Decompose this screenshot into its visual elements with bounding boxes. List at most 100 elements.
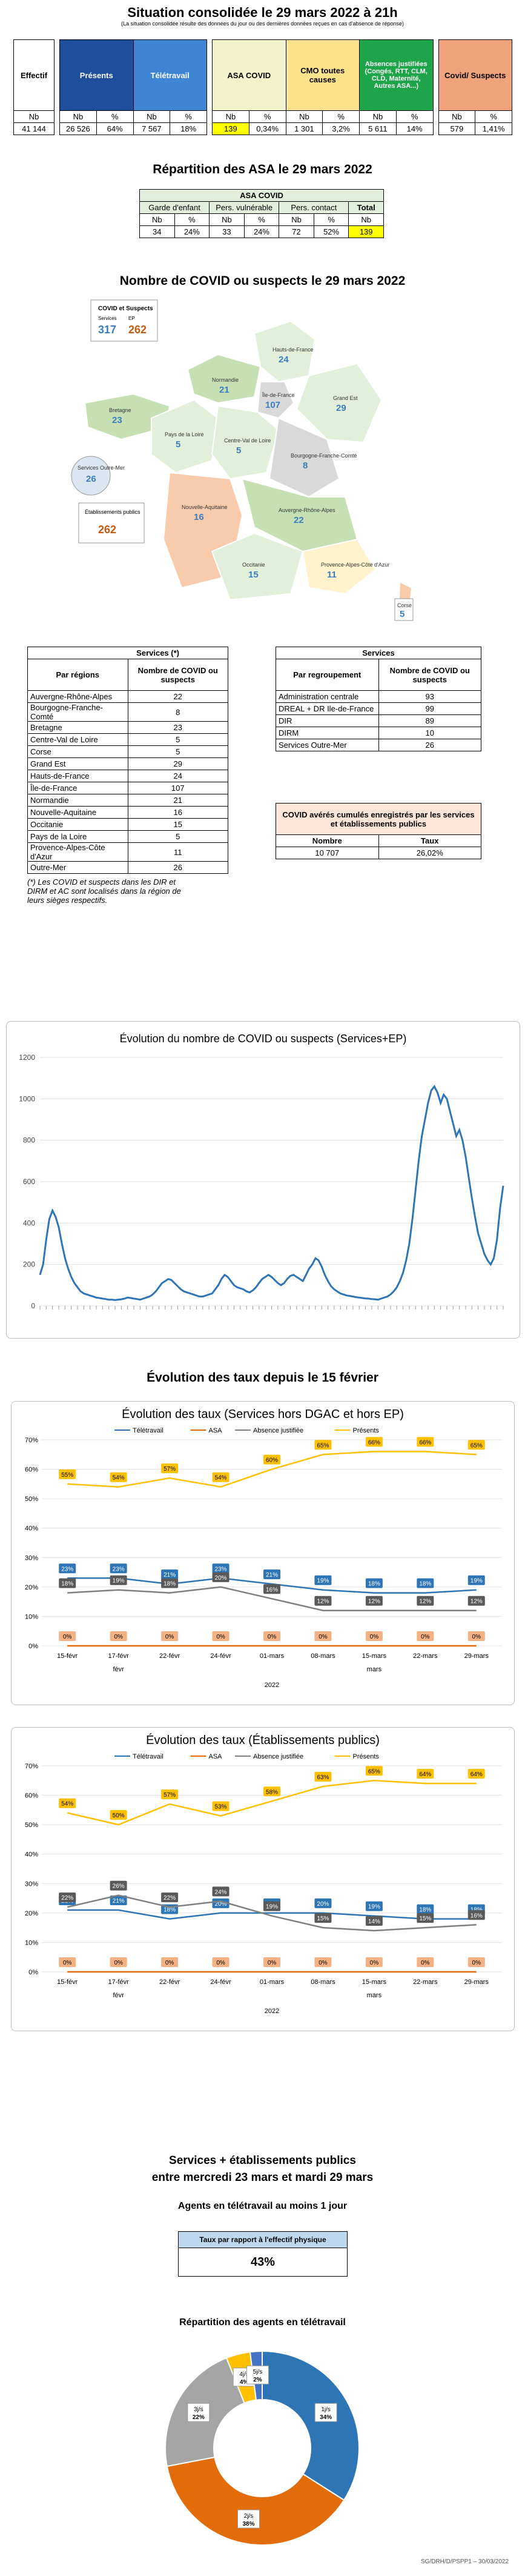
region-name: Hauts-de-France — [27, 770, 128, 782]
region-normandie — [187, 353, 262, 404]
final-title-line2: entre mercredi 23 mars et mardi 29 mars — [151, 2171, 374, 2184]
label-normandie: Normandie — [212, 377, 239, 383]
data-label-bg — [365, 1916, 383, 1926]
france-map: COVID et Suspects Services EP 317 262 Ha… — [61, 297, 460, 636]
asa-sub-1: % — [174, 213, 210, 226]
label-hdf: Hauts-de-France — [272, 347, 314, 353]
table-row: Hauts-de-France 24 — [27, 770, 228, 782]
val-9: 5 611 — [359, 122, 397, 135]
data-label-bg — [263, 1584, 280, 1594]
table-row: DREAL + DR Ile-de-France 99 — [276, 702, 481, 715]
legend-label: ASA — [209, 1753, 223, 1760]
chart2-svg: Télétravail ASA Absence justifiée Présents 0… — [25, 1427, 502, 1689]
data-label-bg — [417, 1578, 434, 1588]
data-label-bg — [161, 1892, 179, 1903]
x-tick-label: 08-mars — [311, 1979, 335, 1986]
main-summary-table: Effectif Présents Télétravail ASA COVID … — [13, 39, 512, 135]
data-label-bg — [314, 1596, 332, 1606]
services-regions-table: Services (*) Par régions Nombre de COVID… — [27, 647, 228, 905]
cumul-v2: 26,02% — [378, 847, 481, 859]
series-line — [39, 1084, 504, 1301]
services-groups-col1: Par regroupement — [276, 659, 379, 691]
pie-label-value: 2% — [253, 2377, 262, 2383]
data-label: 12% — [471, 1599, 483, 1605]
data-label-bg — [314, 1631, 332, 1641]
page-subtitle: (La situation consolidée résulte des don… — [121, 21, 404, 27]
map-legend-ep-value: 262 — [128, 324, 147, 336]
year-label: 2022 — [265, 1682, 279, 1689]
data-label: 22% — [61, 1895, 73, 1902]
data-label: 58% — [266, 1789, 278, 1796]
data-label-bg — [59, 1578, 76, 1588]
y-tick-label: 70% — [25, 1763, 38, 1770]
value-normandie: 21 — [219, 385, 229, 395]
data-label-bg — [110, 1575, 127, 1585]
value-naq: 16 — [194, 512, 204, 522]
data-label-bg — [59, 1892, 76, 1903]
legend-label: ASA — [209, 1427, 223, 1434]
asa-sub-3: % — [243, 213, 280, 226]
table-row: Centre-Val de Loire 5 — [27, 733, 228, 746]
chart1-svg: 0 200 400 600 800 1000 1200 — [19, 1053, 504, 1310]
data-label: 19% — [368, 1904, 380, 1911]
region-name: Centre-Val de Loire — [27, 733, 128, 746]
cumul-col2: Taux — [378, 834, 481, 847]
label-bfc: Bourgogne-Franche-Comté — [291, 453, 357, 459]
data-label: 21% — [266, 1572, 278, 1579]
map-legend-box — [90, 299, 158, 342]
data-label: 20% — [215, 1901, 227, 1908]
y-tick-label: 1000 — [19, 1094, 35, 1103]
data-label: 64% — [471, 1771, 483, 1778]
pie-label-bg — [246, 2365, 269, 2385]
chart3-svg: Télétravail ASA Absence justifiée Présents 0… — [25, 1753, 502, 2015]
val-11: 579 — [438, 122, 476, 135]
legend-label: Télétravail — [133, 1753, 163, 1760]
data-label: 0% — [319, 1634, 328, 1640]
series-line — [67, 1577, 477, 1594]
data-label-bg — [212, 1563, 229, 1574]
val-3: 7 567 — [133, 122, 171, 135]
data-label: 23% — [61, 1566, 73, 1573]
data-label: 23% — [215, 1566, 227, 1573]
ep-label: Établissements publics — [85, 509, 140, 515]
data-label-bg — [417, 1769, 434, 1779]
table-row: Outre-Mer 26 — [27, 861, 228, 874]
x-tick-label: 17-févr — [108, 1979, 130, 1986]
y-tick-label: 10% — [25, 1939, 38, 1946]
services-regions-title: Services (*) — [27, 647, 228, 659]
final-box-header: Taux par rapport à l'effectif physique — [178, 2231, 348, 2248]
data-label: 20% — [215, 1575, 227, 1582]
data-label: 12% — [368, 1599, 380, 1605]
data-label: 0% — [268, 1960, 277, 1966]
value-bretagne: 23 — [112, 415, 122, 425]
data-label-bg — [365, 1766, 383, 1776]
data-label: 19% — [266, 1904, 278, 1911]
label-corse: Corse — [397, 602, 412, 608]
data-label: 57% — [163, 1466, 176, 1473]
data-label-bg — [365, 1596, 383, 1606]
series-line — [67, 1451, 477, 1488]
label-outre-mer: Services Outre-Mer — [78, 465, 125, 471]
services-regions-body: Auvergne-Rhône-Alpes 22 Bourgogne-Franche-… — [27, 690, 228, 874]
legend-label: Présents — [353, 1427, 380, 1434]
region-name: Outre-Mer — [27, 861, 128, 874]
table-row: Bourgogne-Franche-Comté 8 — [27, 702, 228, 722]
region-value: 16 — [127, 806, 228, 819]
data-label-bg — [417, 1904, 434, 1914]
data-label: 15% — [317, 1915, 329, 1922]
data-label-bg — [467, 1440, 485, 1450]
value-paca: 11 — [327, 570, 337, 580]
data-label-bg — [212, 1472, 229, 1482]
final-title-line1: Services + établissements publics — [169, 2154, 356, 2167]
data-label: 22% — [163, 1895, 176, 1902]
table-row: Bretagne 23 — [27, 721, 228, 734]
col-effectif: Effectif — [13, 39, 54, 111]
data-label-bg — [467, 1596, 485, 1606]
region-value: 5 — [127, 745, 228, 758]
chart3-container: Évolution des taux (Établissements publi… — [11, 1727, 515, 2031]
data-label: 0% — [216, 1634, 225, 1640]
region-grand-est — [296, 362, 383, 444]
val-6: 0,34% — [248, 122, 286, 135]
data-label: 21% — [163, 1572, 176, 1579]
header: Situation consolidée le 29 mars 2022 à 2… — [0, 5, 525, 27]
